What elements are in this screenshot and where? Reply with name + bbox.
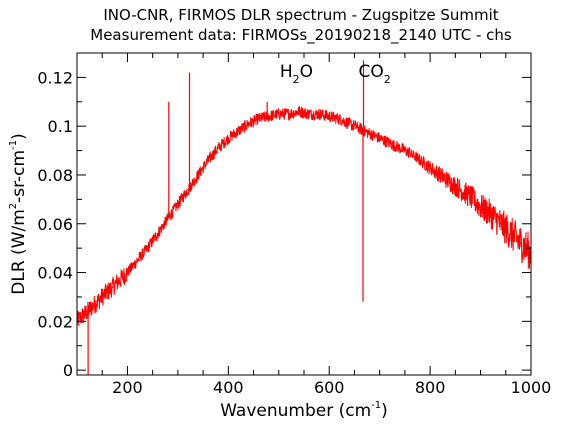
data-point: [288, 113, 290, 115]
data-point: [368, 132, 371, 135]
series-line-0: [77, 106, 531, 327]
y-tick-label: 0: [63, 361, 73, 380]
data-point: [227, 137, 230, 140]
x-tick-label: 600: [314, 378, 345, 397]
x-tick-label: 800: [415, 378, 446, 397]
data-point: [318, 113, 320, 115]
data-point: [489, 213, 492, 215]
data-point: [111, 286, 114, 289]
x-axis: 200 400 600 800 1000: [76, 53, 552, 397]
data-point: [146, 247, 149, 249]
data-point: [308, 113, 310, 115]
data-point: [389, 142, 391, 145]
y-tick-label: 0.02: [37, 312, 73, 331]
data-point: [479, 205, 482, 208]
data-point: [126, 271, 129, 274]
y-tick-label: 0.08: [37, 166, 73, 185]
data-point: [106, 291, 109, 293]
data-point: [449, 181, 452, 184]
data-point: [197, 174, 199, 176]
data-point: [358, 127, 361, 130]
data-point: [247, 122, 250, 125]
data-point: [167, 218, 169, 220]
chart-subtitle: Measurement data: FIRMOSs_20190218_2140 …: [90, 26, 512, 45]
data-point: [459, 188, 462, 191]
data-point: [439, 174, 442, 176]
plot-area: [77, 60, 531, 375]
data-point: [101, 296, 103, 298]
data-point: [217, 147, 219, 149]
annotation-label: CO2: [358, 62, 390, 86]
data-point: [419, 159, 421, 162]
data-point: [520, 242, 522, 245]
annotation-label: H2O: [280, 62, 313, 86]
y-tick-label: 0.04: [37, 264, 73, 283]
x-tick-label: 1000: [511, 378, 552, 397]
data-point: [510, 232, 512, 235]
data-point: [86, 310, 88, 313]
data-point: [81, 315, 83, 318]
data-point: [257, 118, 260, 120]
data-point: [207, 159, 209, 162]
data-point: [96, 301, 98, 303]
data-point: [348, 122, 351, 125]
x-axis-label: Wavenumber (cm-1): [220, 400, 388, 421]
data-point: [328, 115, 331, 118]
data-point: [187, 188, 189, 191]
data-point: [399, 147, 401, 149]
data-point: [338, 118, 341, 120]
data-point: [469, 196, 472, 198]
y-axis-label: DLR (W/m2-sr-cm-1): [8, 133, 29, 294]
x-tick-label: 200: [112, 378, 143, 397]
data-point: [378, 137, 381, 140]
plot-frame: [76, 52, 532, 376]
y-tick-label: 0.12: [37, 68, 73, 87]
x-tick-label: 400: [213, 378, 244, 397]
chart-title: INO-CNR, FIRMOS DLR spectrum - Zugspitze…: [103, 6, 498, 24]
data-point: [298, 110, 300, 113]
data-point: [267, 115, 270, 118]
data-point: [278, 113, 280, 115]
data-point: [116, 281, 119, 284]
y-axis: 0 0.02 0.04 0.06 0.08 0.1 0.12: [37, 68, 531, 380]
data-point: [91, 305, 93, 308]
data-point: [409, 152, 411, 154]
data-point: [177, 203, 179, 205]
data-point: [121, 276, 124, 279]
data-point: [499, 223, 502, 225]
data-point: [429, 166, 431, 169]
annotations: H2O CO2: [280, 62, 391, 86]
data-point: [237, 130, 240, 132]
y-tick-label: 0.1: [48, 117, 73, 136]
data-point: [136, 259, 139, 262]
y-tick-label: 0.06: [37, 215, 73, 234]
data-point: [156, 232, 159, 235]
